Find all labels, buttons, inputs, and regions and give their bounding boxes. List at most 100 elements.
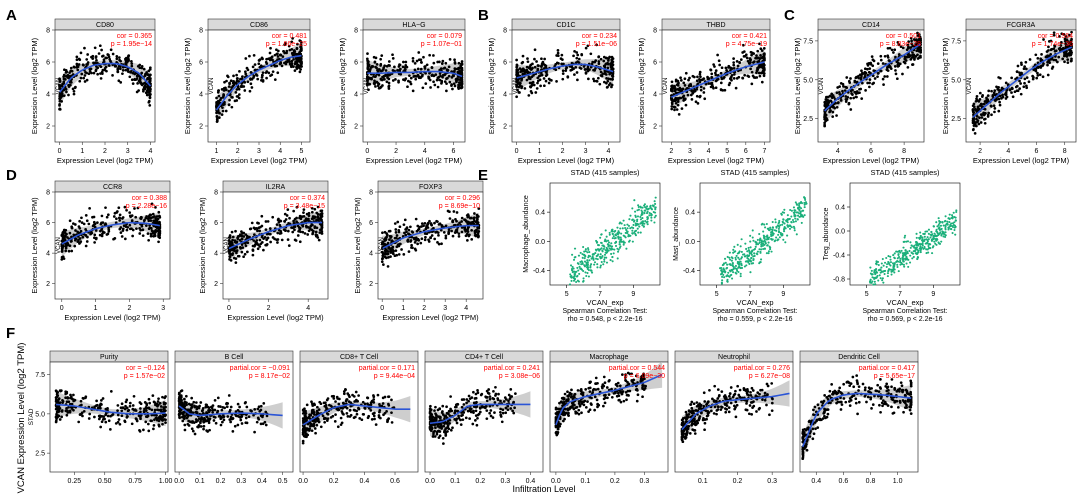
- data-point: [925, 242, 928, 245]
- data-point: [235, 245, 239, 249]
- data-point: [231, 95, 234, 99]
- data-point: [903, 265, 906, 268]
- data-point: [893, 257, 896, 260]
- data-point: [1004, 97, 1008, 100]
- data-point: [722, 267, 725, 270]
- data-point: [526, 57, 529, 60]
- data-point: [278, 223, 282, 227]
- data-point: [911, 257, 914, 260]
- data-point: [904, 249, 907, 252]
- x-tick-label: 8: [1063, 148, 1067, 155]
- data-point: [918, 237, 921, 241]
- data-point: [767, 241, 770, 244]
- data-point: [783, 208, 786, 211]
- data-point: [107, 64, 111, 67]
- data-point: [835, 114, 838, 117]
- data-point: [125, 228, 129, 232]
- data-point: [273, 78, 277, 81]
- data-point: [763, 237, 766, 240]
- data-point: [444, 236, 448, 240]
- data-point: [899, 263, 902, 266]
- data-point: [619, 238, 622, 241]
- data-point: [581, 256, 584, 259]
- data-point: [300, 61, 303, 65]
- data-point: [539, 71, 543, 75]
- data-point: [148, 68, 152, 71]
- data-point: [762, 64, 766, 68]
- data-point: [732, 66, 736, 70]
- data-point: [991, 94, 995, 97]
- data-point: [892, 51, 895, 54]
- data-point: [77, 57, 81, 61]
- data-point: [58, 93, 62, 97]
- data-point: [427, 238, 430, 242]
- e-plot-frame: [699, 182, 811, 286]
- data-point: [607, 239, 610, 242]
- data-point: [574, 271, 577, 274]
- data-point: [295, 220, 298, 223]
- data-point: [67, 249, 71, 253]
- data-point: [889, 268, 892, 271]
- data-point: [149, 226, 153, 230]
- data-point: [972, 127, 975, 131]
- data-point: [676, 79, 680, 83]
- data-point: [695, 87, 699, 91]
- data-point: [291, 53, 295, 56]
- data-point: [646, 216, 649, 219]
- data-point: [838, 92, 842, 96]
- data-point: [517, 91, 521, 94]
- data-point: [108, 57, 112, 61]
- data-point: [405, 65, 409, 69]
- data-point: [915, 236, 918, 239]
- data-point: [881, 257, 884, 261]
- data-point: [800, 207, 803, 210]
- data-point: [633, 199, 636, 202]
- data-point: [424, 235, 427, 239]
- data-point: [935, 221, 938, 224]
- data-point: [95, 59, 98, 62]
- data-point: [745, 260, 748, 263]
- data-point: [389, 235, 393, 238]
- data-point: [732, 63, 736, 67]
- data-point: [528, 76, 531, 80]
- data-point: [571, 253, 574, 256]
- data-point: [415, 59, 419, 63]
- data-point: [248, 89, 252, 93]
- data-point: [1034, 68, 1038, 72]
- data-point: [240, 250, 244, 254]
- data-point: [529, 63, 533, 67]
- data-point: [610, 242, 613, 245]
- data-point: [924, 230, 927, 233]
- data-point: [595, 254, 598, 258]
- data-point: [757, 59, 761, 63]
- data-point: [298, 39, 302, 42]
- data-point: [801, 209, 804, 212]
- data-point: [414, 75, 418, 78]
- data-point: [979, 121, 983, 124]
- data-point: [377, 73, 381, 77]
- data-point: [560, 53, 564, 57]
- data-point: [237, 96, 241, 100]
- data-point: [447, 228, 451, 232]
- data-point: [298, 240, 302, 244]
- data-point: [385, 80, 389, 84]
- data-point: [394, 249, 398, 253]
- data-point: [622, 241, 625, 244]
- data-point: [602, 263, 605, 266]
- data-point: [570, 279, 573, 282]
- data-point: [68, 71, 71, 75]
- data-point: [235, 99, 239, 102]
- data-point: [686, 93, 690, 97]
- data-point: [975, 117, 978, 121]
- data-point: [757, 65, 761, 68]
- data-point: [380, 257, 384, 261]
- data-point: [404, 233, 408, 237]
- data-point: [249, 227, 253, 231]
- data-point: [585, 274, 588, 278]
- data-point: [566, 75, 570, 78]
- data-point: [236, 85, 240, 89]
- stat-correlation: cor = 0.234: [582, 33, 617, 40]
- data-point: [755, 54, 758, 58]
- data-point: [217, 100, 221, 104]
- data-point: [1066, 61, 1070, 64]
